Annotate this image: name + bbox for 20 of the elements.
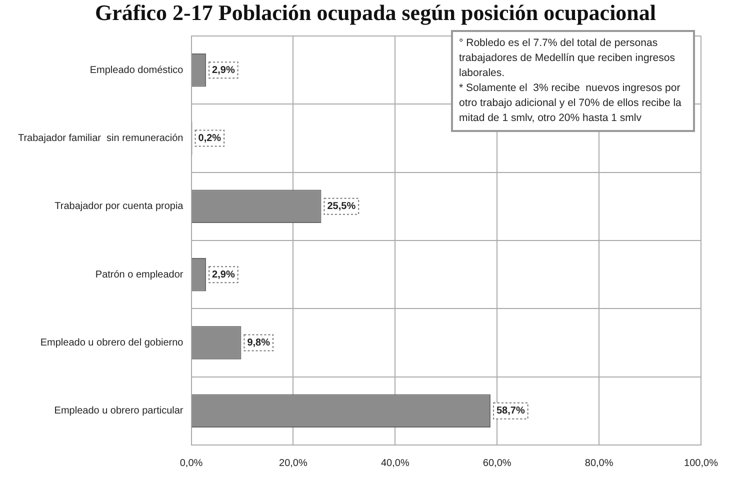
x-tick-label: 20,0% (279, 458, 308, 469)
y-tick-label: Empleado u obrero particular (54, 406, 184, 417)
x-tick-label: 60,0% (482, 458, 512, 469)
y-tick-label: Empleado doméstico (90, 64, 184, 76)
data-label: 25,5% (327, 201, 356, 212)
data-label: 2,9% (212, 269, 235, 280)
x-tick-label: 100,0% (684, 458, 718, 469)
chart-title: Gráfico 2-17 Población ocupada según posición ocupacional (94, 0, 658, 26)
y-tick-label: Trabajador por cuenta propia (54, 201, 184, 212)
data-label: 9,8% (247, 338, 270, 348)
x-tick-label: 0,0% (180, 458, 203, 469)
x-tick-label: 40,0% (380, 458, 410, 469)
annotation: ° Robledo es el 7.7% del total de personas trabajadores de Medellín que reciben ingresos laborales. * Solamente el 3% recibe nuevos ingresos por otro trabajo adicional y el 70% de ellos recibe la mitad de 1 smlv, otro 20% hasta 1 smlv (451, 30, 695, 132)
data-label: 0,2% (198, 133, 222, 144)
data-label: 2,9% (212, 64, 235, 76)
y-tick-label: Empleado u obrero del gobierno (40, 338, 184, 348)
y-tick-label: Trabajador familiar sin remuneración (18, 133, 184, 144)
y-tick-label: Patrón o empleador (95, 269, 184, 280)
data-label: 58,7% (496, 406, 525, 417)
x-tick-label: 80,0% (584, 458, 614, 469)
